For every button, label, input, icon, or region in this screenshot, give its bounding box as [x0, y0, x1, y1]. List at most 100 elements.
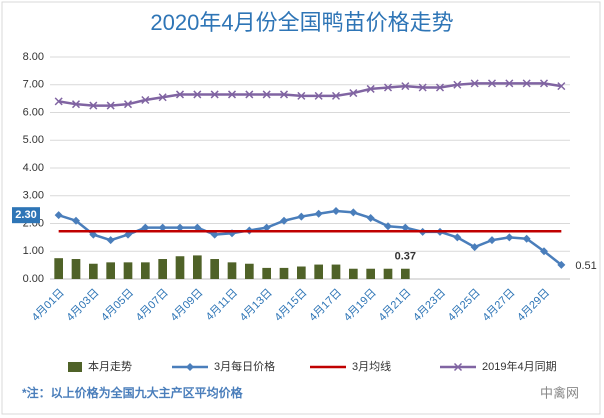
point-marker — [401, 82, 410, 91]
point-marker — [401, 223, 410, 232]
point-marker — [314, 91, 323, 100]
bar — [54, 258, 63, 279]
point-marker — [193, 90, 202, 99]
line — [58, 209, 563, 266]
bar — [314, 264, 323, 279]
legend-label: 2019年4月同期 — [482, 359, 557, 373]
point-marker — [124, 230, 132, 239]
footnote: *注：以上价格为全国九大主产区平均价格 — [22, 385, 244, 400]
point-marker — [158, 223, 167, 232]
bar — [227, 262, 237, 279]
point-marker — [366, 84, 375, 93]
point-marker — [557, 82, 566, 91]
point-marker — [384, 222, 392, 231]
point-marker — [297, 212, 306, 221]
data-label: 0.37 — [395, 251, 416, 263]
point-marker — [245, 90, 254, 99]
bar — [89, 263, 98, 279]
point-marker — [522, 79, 531, 88]
point-marker — [470, 79, 479, 88]
bar — [279, 267, 289, 279]
y-tick-label: 5.00 — [23, 134, 44, 146]
y-tick-label: 4.00 — [23, 162, 44, 174]
point-marker — [349, 89, 358, 98]
point-marker — [487, 79, 497, 88]
y-tick-label: 0.00 — [23, 273, 44, 285]
bar — [349, 268, 358, 279]
bar — [210, 259, 219, 279]
point-marker — [505, 79, 514, 88]
point-marker — [54, 211, 63, 220]
point-marker — [123, 100, 133, 109]
point-marker — [332, 207, 340, 216]
bar — [331, 264, 341, 279]
point-marker — [54, 97, 63, 106]
point-marker — [488, 236, 496, 245]
point-marker — [262, 223, 271, 232]
bar — [71, 259, 81, 279]
point-marker — [71, 100, 81, 109]
bar — [245, 263, 254, 279]
point-marker — [158, 93, 167, 102]
bar — [366, 268, 375, 279]
line — [58, 82, 562, 107]
y-tick-label: 8.00 — [23, 51, 44, 63]
point-marker — [453, 80, 462, 89]
chart-title: 2020年4月份全国鸭苗价格走势 — [150, 10, 453, 35]
bar — [401, 268, 410, 279]
point-marker — [227, 90, 237, 99]
point-marker — [193, 223, 202, 232]
point-marker — [331, 91, 341, 100]
point-marker — [557, 260, 566, 269]
bar — [193, 255, 202, 279]
bar — [262, 267, 271, 279]
legend-swatch — [68, 362, 82, 372]
point-marker — [383, 83, 393, 92]
legend-label: 本月走势 — [88, 359, 132, 373]
watermark: 中禽网 — [540, 385, 579, 400]
point-marker — [314, 209, 323, 218]
bar — [123, 262, 133, 279]
data-label: 0.51 — [575, 260, 596, 272]
point-marker — [176, 223, 184, 232]
y-tick-label: 7.00 — [23, 79, 44, 91]
point-marker — [366, 213, 375, 222]
point-marker — [418, 83, 427, 92]
point-marker — [349, 208, 358, 217]
point-marker — [453, 362, 463, 372]
point-marker — [89, 230, 98, 239]
point-marker — [106, 236, 115, 245]
y-tick-label: 3.00 — [23, 190, 44, 202]
point-marker — [186, 363, 194, 371]
data-label-box — [12, 207, 40, 224]
point-marker — [210, 90, 219, 99]
legend-label: 3月每日价格 — [214, 359, 275, 373]
y-tick-label: 6.00 — [23, 106, 44, 118]
point-marker — [89, 101, 98, 110]
point-marker — [106, 101, 115, 110]
point-marker — [453, 233, 462, 242]
point-marker — [141, 223, 150, 232]
legend-label: 3月均线 — [352, 359, 391, 373]
point-marker — [297, 91, 306, 100]
point-marker — [280, 216, 288, 225]
point-marker — [539, 79, 549, 88]
bar — [158, 259, 167, 279]
point-marker — [522, 234, 531, 243]
point-marker — [470, 243, 479, 252]
point-marker — [72, 216, 80, 225]
bar — [297, 266, 306, 279]
point-marker — [435, 83, 445, 92]
bar — [106, 262, 115, 279]
point-marker — [141, 95, 150, 105]
bar — [175, 256, 185, 279]
data-label: 2.30 — [15, 209, 36, 221]
point-marker — [210, 230, 219, 239]
point-marker — [262, 90, 271, 99]
point-marker — [279, 90, 289, 99]
point-marker — [175, 90, 185, 99]
point-marker — [540, 247, 548, 256]
bar — [383, 268, 393, 279]
